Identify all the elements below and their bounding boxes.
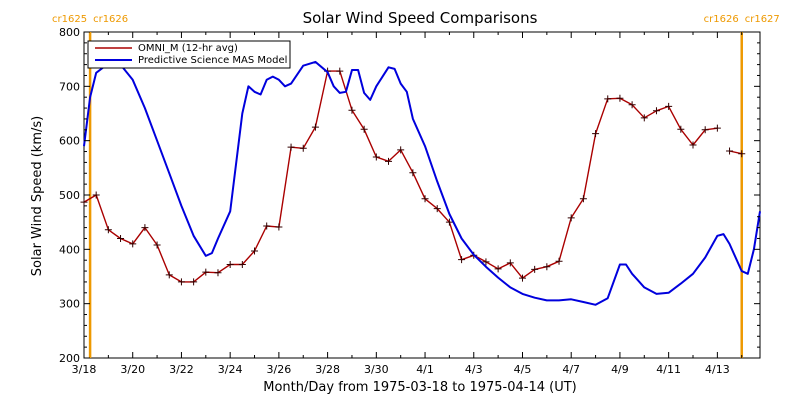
data-point-omni (80, 198, 88, 206)
data-point-omni (445, 218, 453, 226)
x-tick-label: 4/13 (705, 363, 730, 376)
data-point-omni (652, 107, 660, 115)
data-point-omni (141, 224, 149, 232)
legend: OMNI_M (12-hr avg) Predictive Science MA… (87, 40, 291, 69)
data-point-omni (421, 195, 429, 203)
data-point-omni (311, 123, 319, 131)
data-point-omni (129, 240, 137, 248)
x-tick-label: 3/18 (72, 363, 97, 376)
series-layer (80, 60, 761, 306)
data-point-omni (701, 126, 709, 134)
data-point-omni (567, 214, 575, 222)
carrington-label-right: cr1627 (745, 14, 780, 25)
data-point-omni (592, 130, 600, 138)
data-point-omni (665, 102, 673, 110)
y-tick-label: 600 (59, 135, 80, 148)
y-tick-label: 500 (59, 189, 80, 202)
carrington-label-left: cr1626 (704, 14, 739, 25)
data-point-omni (397, 146, 405, 154)
data-point-omni (165, 271, 173, 279)
data-point-omni (251, 247, 259, 255)
data-point-omni (409, 169, 417, 177)
data-point-omni (153, 241, 161, 249)
x-tick-label: 4/7 (562, 363, 580, 376)
data-point-omni (616, 94, 624, 102)
x-tick-label: 4/3 (465, 363, 483, 376)
data-point-omni (299, 144, 307, 152)
legend-label-model: Predictive Science MAS Model (138, 55, 287, 66)
carrington-label-right: cr1626 (93, 14, 128, 25)
x-tick-label: 3/22 (169, 363, 194, 376)
data-point-omni (640, 114, 648, 122)
x-tick-label: 4/9 (611, 363, 629, 376)
data-point-omni (604, 95, 612, 103)
x-tick-label: 3/20 (120, 363, 145, 376)
data-point-omni (372, 153, 380, 161)
data-point-omni (104, 226, 112, 234)
data-point-omni (275, 223, 283, 231)
x-tick-label: 4/1 (416, 363, 434, 376)
data-point-omni (579, 195, 587, 203)
y-tick-label: 400 (59, 243, 80, 256)
data-point-omni (506, 259, 514, 267)
data-point-omni (287, 143, 295, 151)
axes: 200 300 400 500 600 700 800 3/18 3/20 3/22 3/24 3/2… (59, 26, 760, 376)
data-point-omni (518, 274, 526, 282)
data-point-omni (92, 191, 100, 199)
data-point-omni (555, 257, 563, 265)
x-tick-label: 3/24 (218, 363, 243, 376)
y-axis-title: Solar Wind Speed (km/s) (30, 116, 45, 276)
plot-frame (83, 31, 761, 359)
data-point-omni (713, 124, 721, 132)
data-point-omni (494, 265, 502, 273)
data-point-omni (190, 278, 198, 286)
data-point-omni (263, 222, 271, 230)
data-point-omni (726, 147, 734, 155)
data-point-omni (117, 234, 125, 242)
data-point-omni (177, 278, 185, 286)
y-tick-label: 200 (59, 352, 80, 365)
legend-label-omni: OMNI_M (12-hr avg) (138, 43, 238, 54)
chart-title: Solar Wind Speed Comparisons (303, 9, 538, 27)
y-tick-label: 300 (59, 298, 80, 311)
carrington-markers: cr1625 cr1626 cr1626 cr1627 (52, 14, 780, 358)
data-point-omni (202, 268, 210, 276)
carrington-label-left: cr1625 (52, 14, 87, 25)
y-tick-label: 700 (59, 80, 80, 93)
data-point-omni (482, 258, 490, 266)
x-tick-label: 3/28 (315, 363, 340, 376)
data-point-omni (433, 205, 441, 213)
series-line-omni (83, 70, 718, 283)
data-point-omni (458, 256, 466, 264)
data-point-omni (336, 67, 344, 75)
data-point-omni (543, 263, 551, 271)
data-point-omni (226, 261, 234, 269)
y-tick-label: 800 (59, 26, 80, 39)
data-point-omni (348, 106, 356, 114)
x-tick-label: 4/11 (656, 363, 681, 376)
legend-box (87, 40, 291, 69)
data-point-omni (628, 101, 636, 109)
x-tick-label: 3/26 (267, 363, 292, 376)
data-point-omni (385, 157, 393, 165)
data-point-omni (689, 141, 697, 149)
data-point-omni (238, 261, 246, 269)
x-tick-label: 3/30 (364, 363, 389, 376)
x-axis-title: Month/Day from 1975-03-18 to 1975-04-14 … (263, 380, 576, 395)
data-point-omni (677, 125, 685, 133)
x-tick-label: 4/5 (514, 363, 532, 376)
data-point-omni (531, 265, 539, 273)
data-point-omni (360, 125, 368, 133)
series-line-model (83, 60, 761, 306)
data-point-omni (738, 150, 746, 158)
data-point-omni (214, 269, 222, 277)
